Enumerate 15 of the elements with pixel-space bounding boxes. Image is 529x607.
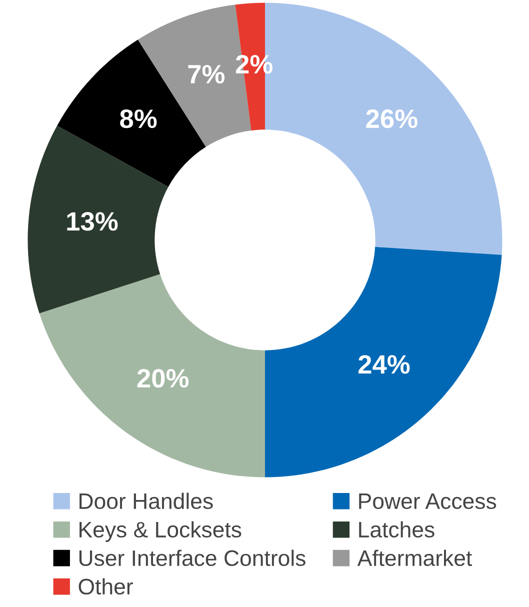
data-label: 20% <box>137 368 189 388</box>
donut-slice <box>39 274 265 478</box>
data-label: 7% <box>188 64 225 84</box>
legend-label: Power Access <box>359 494 496 510</box>
legend-label: Door Handles <box>80 492 213 510</box>
legend-label: Latches <box>359 521 434 538</box>
data-label: 24% <box>358 355 410 374</box>
legend-label: User Interface Controls <box>79 550 306 566</box>
data-label: 26% <box>366 109 418 128</box>
legend-label: Other <box>78 578 133 595</box>
data-label: 8% <box>120 109 157 128</box>
donut-slice <box>265 246 502 478</box>
legend-label: Keys & Locksets <box>80 521 242 542</box>
data-label: 13% <box>67 212 118 231</box>
legend-label: Aftermarket <box>357 550 472 566</box>
